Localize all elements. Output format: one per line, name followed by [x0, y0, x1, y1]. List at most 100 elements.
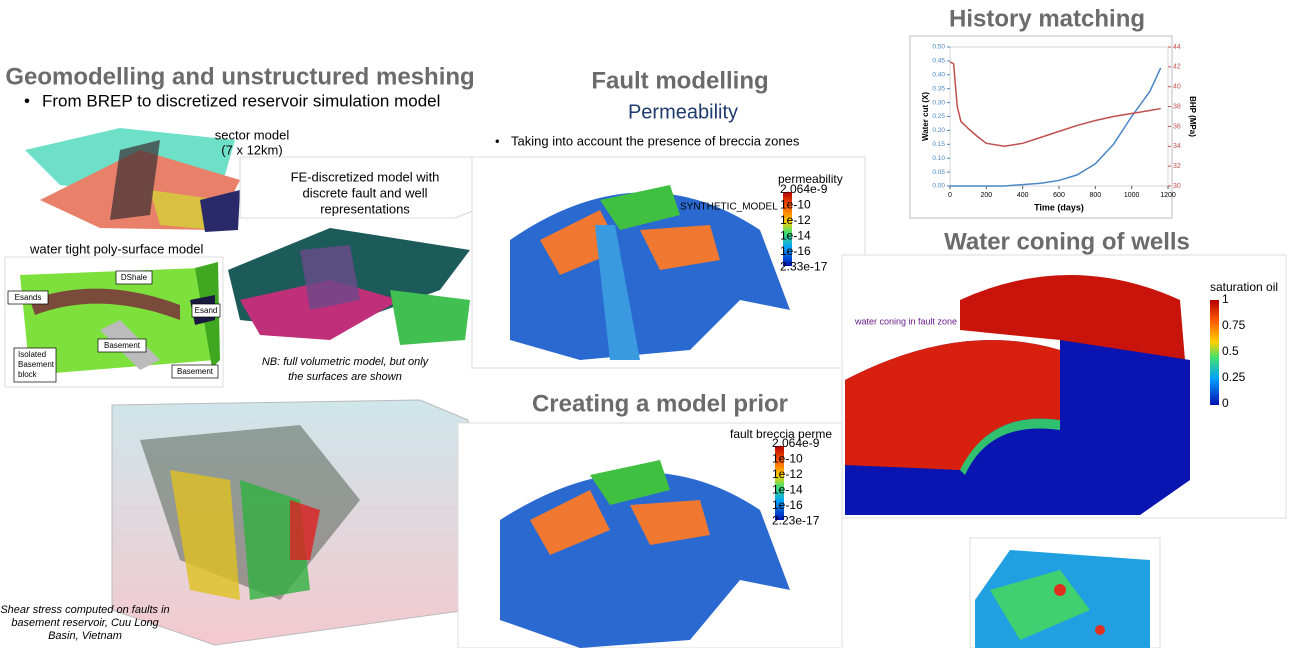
legend-label: 1e-12: [780, 213, 811, 227]
x-tick-label: 200: [980, 192, 992, 199]
caption: the surfaces are shown: [288, 371, 402, 383]
label-box: [7, 290, 49, 305]
legend-label: 1e-10: [780, 198, 811, 212]
legend-label: 2.23e-17: [772, 514, 820, 528]
watertight-diagram: [4, 256, 224, 388]
caption: basement reservoir, Cuu Long: [11, 617, 159, 629]
bullet: •: [495, 133, 500, 148]
y-axis-label: Water cut (X): [921, 92, 930, 141]
colorbar: [783, 192, 792, 266]
legend-title: permeability: [778, 172, 843, 186]
x-tick-label: 1000: [1124, 192, 1140, 199]
water-coning-image: [841, 254, 1287, 519]
image-label: (7 x 12km): [221, 142, 282, 157]
caption: Basin, Vietnam: [48, 630, 122, 642]
x-tick-label: 400: [1017, 192, 1029, 199]
y-tick-label: 0.10: [932, 155, 945, 162]
annotation: water coning in fault zone: [854, 316, 957, 326]
y2-tick-label: 38: [1173, 103, 1181, 110]
y2-axis-label: BHP (MPa): [1188, 96, 1197, 137]
legend-label: 0.75: [1222, 318, 1246, 332]
legend-title: saturation oil: [1210, 280, 1278, 294]
legend-label: 0: [1222, 396, 1229, 410]
caption: NB: full volumetric model, but only: [262, 356, 430, 368]
bullet-text: Taking into account the presence of brec…: [511, 133, 800, 148]
colorbar: [1210, 300, 1219, 405]
label-box: [115, 270, 153, 285]
x-tick-label: 600: [1053, 192, 1065, 199]
image-label: sector model: [215, 127, 290, 142]
legend-label: 1e-12: [772, 467, 803, 481]
y2-tick-label: 40: [1173, 84, 1181, 91]
image-label: representations: [320, 201, 410, 216]
section-title: Creating a model prior: [532, 390, 788, 417]
y2-tick-label: 44: [1173, 44, 1181, 51]
y-tick-label: 0.35: [932, 85, 945, 92]
series-line: [949, 61, 1161, 148]
frame: [239, 156, 476, 219]
legend-label: 2.064e-9: [780, 182, 828, 196]
bullet-text: From BREP to discretized reservoir simul…: [42, 91, 440, 110]
label-box: [171, 364, 219, 379]
diagram-label: Basement: [104, 341, 141, 350]
y2-tick-label: 42: [1173, 64, 1181, 71]
legend-label: 0.5: [1222, 344, 1239, 358]
shear-stress-image: [111, 399, 469, 646]
subtitle: Permeability: [628, 101, 738, 123]
y-tick-label: 0.50: [932, 44, 945, 51]
y-tick-label: 0.25: [932, 113, 945, 120]
image-label: water tight poly-surface model: [29, 241, 204, 256]
diagram-label: Isolated: [18, 350, 46, 359]
legend-label: 1e-14: [780, 229, 811, 243]
x-axis-label: Time (days): [1034, 202, 1084, 212]
chart-frame: [909, 35, 1173, 219]
model-label: SYNTHETIC_MODEL: [680, 202, 778, 213]
section-title: Fault modelling: [591, 67, 768, 94]
y-tick-label: 0.20: [932, 127, 945, 134]
legend-title: fault breccia perme: [730, 427, 832, 441]
fe-mesh-image: [228, 228, 470, 345]
y-tick-label: 0.40: [932, 72, 945, 79]
y2-tick-label: 34: [1173, 143, 1181, 150]
legend-label: 1: [1222, 292, 1229, 306]
y2-tick-label: 30: [1173, 183, 1181, 190]
legend-label: 0.25: [1222, 370, 1246, 384]
label-box: [13, 347, 57, 383]
legend-label: 2.33e-17: [780, 260, 828, 274]
colorbar: [775, 446, 784, 520]
well-image: [969, 537, 1161, 648]
y-tick-label: 0.15: [932, 141, 945, 148]
sector-model-image: [20, 125, 240, 233]
diagram-label: DShale: [121, 273, 148, 282]
label-box: [191, 303, 221, 318]
history-chart: 0.00 0.05 0.10 0.15 0.20 0.25 0.30 0.35 0.40 0.45…: [921, 44, 1197, 213]
label-box: [97, 338, 147, 353]
legend-label: 1e-14: [772, 483, 803, 497]
x-tick-label: 0: [948, 192, 952, 199]
y2-tick-label: 32: [1173, 163, 1181, 170]
x-tick-label: 1200: [1160, 192, 1176, 199]
legend-label: 1e-10: [772, 452, 803, 466]
y-tick-label: 0.45: [932, 58, 945, 65]
caption: Shear stress computed on faults in: [0, 604, 169, 616]
x-tick-label: 800: [1089, 192, 1101, 199]
diagram-label: block: [18, 370, 38, 379]
legend-label: 1e-16: [780, 244, 811, 258]
diagram-label: Esands: [15, 293, 42, 302]
section-title: Geomodelling and unstructured meshing: [5, 63, 474, 90]
section-title: Water coning of wells: [944, 228, 1190, 255]
legend-label: 1e-16: [772, 498, 803, 512]
permeability-image: [471, 156, 866, 369]
diagram-label: Basement: [177, 367, 214, 376]
y-tick-label: 0.00: [932, 183, 945, 190]
y-tick-label: 0.30: [932, 99, 945, 106]
image-label: FE-discretized model with: [291, 169, 440, 184]
diagram-label: Esand: [195, 306, 218, 315]
y-tick-label: 0.05: [932, 169, 945, 176]
diagram-label: Basement: [18, 360, 55, 369]
image-label: discrete fault and well: [302, 185, 427, 200]
series-line: [950, 67, 1162, 187]
legend-label: 2.064e-9: [772, 436, 820, 450]
section-title: History matching: [949, 5, 1145, 32]
